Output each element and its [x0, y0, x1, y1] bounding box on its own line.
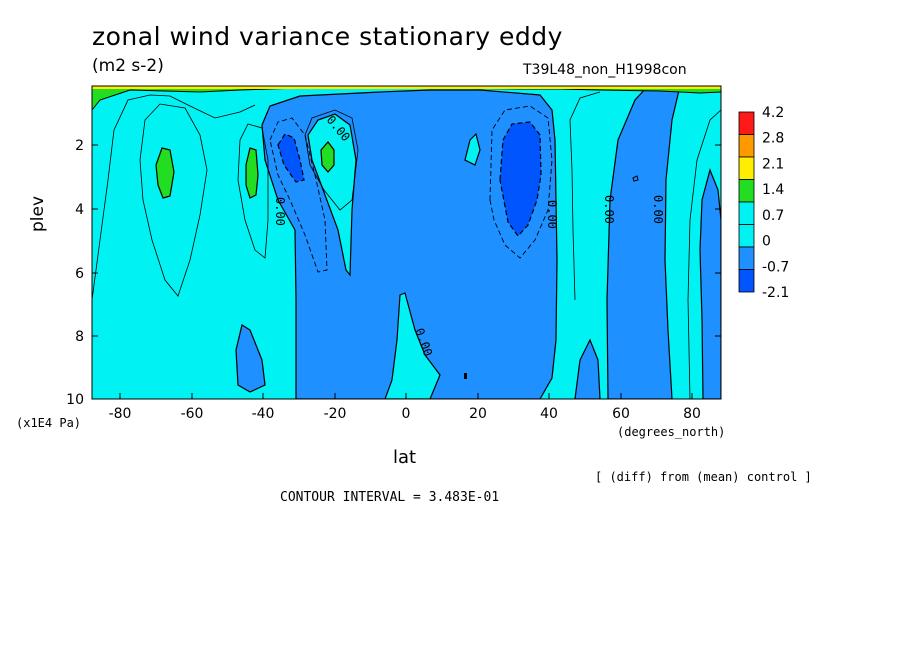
- y-tick-label: 8: [75, 329, 84, 345]
- chart-title: zonal wind variance stationary eddy: [92, 22, 563, 51]
- positive-max-mid: [245, 147, 259, 199]
- colorbar-label: 2.1: [762, 156, 784, 172]
- y-tick-label: 4: [75, 202, 84, 218]
- colorbar-label: -2.1: [762, 285, 789, 301]
- colorbar-label: 0: [762, 234, 771, 250]
- colorbar-swatch: [738, 201, 755, 225]
- x-tick-label: 80: [683, 406, 701, 422]
- tiny-negative-dot: [464, 373, 467, 379]
- x-tick-label: -20: [324, 406, 347, 422]
- diff-note: [ (diff) from (mean) control ]: [595, 470, 812, 484]
- colorbar-label: -0.7: [762, 259, 789, 275]
- cyan-tongue: [384, 292, 441, 399]
- colorbar-label: 4.2: [762, 105, 784, 121]
- x-axis-label: lat: [393, 447, 417, 468]
- negative-region-south: [574, 338, 601, 399]
- negative-region-far-east: [699, 168, 721, 399]
- y-axis: 2 4 6 8 10: [66, 138, 721, 408]
- x-tick-label: -40: [252, 406, 275, 422]
- x-tick-label: 40: [540, 406, 558, 422]
- colorbar-label: 0.7: [762, 208, 784, 224]
- negative-region-east: [606, 86, 681, 399]
- y-axis-label: plev: [28, 195, 48, 232]
- run-label: T39L48_non_H1998con: [523, 62, 687, 78]
- x-axis-units: (degrees_north): [617, 425, 726, 439]
- cyan-lobe: [307, 113, 357, 277]
- colorbar-swatch: [738, 111, 755, 135]
- colorbar-swatch: [738, 156, 755, 180]
- colorbar-label: 1.4: [762, 182, 784, 198]
- small-contour-dot: [632, 175, 639, 182]
- positive-max-east: [320, 141, 335, 173]
- colorbar: 4.2 2.8 2.1 1.4 0.7 0 -0.7 -2.1: [738, 105, 789, 301]
- contour-label: 0.00: [545, 200, 559, 229]
- y-tick-label: 2: [75, 138, 84, 154]
- colorbar-swatch: [738, 134, 755, 158]
- colorbar-label: 2.8: [762, 131, 784, 147]
- contour-label: 0.00: [651, 195, 665, 224]
- y-tick-label: 10: [66, 392, 84, 408]
- strong-negative-core-south: [277, 133, 305, 183]
- x-tick-label: -80: [109, 406, 132, 422]
- contour-field: [92, 86, 721, 399]
- negative-region-sw: [235, 324, 266, 393]
- y-axis-units: (x1E4 Pa): [16, 416, 82, 430]
- contour-label: 0.00: [602, 195, 616, 224]
- colorbar-swatch: [738, 246, 755, 270]
- strong-negative-core-north: [499, 121, 542, 237]
- dashed-contours: [269, 105, 553, 273]
- contour-label-group: 0.00 0.00 0.00 0.00 0.00 0.00: [273, 113, 665, 358]
- contour-label: 0.00: [273, 197, 287, 226]
- x-tick-label: 20: [469, 406, 487, 422]
- contour-interval: CONTOUR INTERVAL = 3.483E-01: [280, 490, 500, 505]
- colorbar-swatch: [738, 179, 755, 203]
- positive-max-west: [155, 147, 175, 199]
- x-tick-label: 60: [612, 406, 630, 422]
- x-tick-label: 0: [402, 406, 411, 422]
- colorbar-swatch: [738, 269, 755, 293]
- cyan-blob: [464, 132, 481, 166]
- top-strip-yellow: [92, 86, 721, 89]
- contour-lines: [92, 91, 721, 399]
- chart-units: (m2 s-2): [92, 56, 164, 76]
- colorbar-swatch: [738, 224, 755, 248]
- y-tick-label: 6: [75, 266, 84, 282]
- x-tick-label: -60: [181, 406, 204, 422]
- x-axis: -80 -60 -40 -20 0 20 40 60 80: [109, 393, 701, 422]
